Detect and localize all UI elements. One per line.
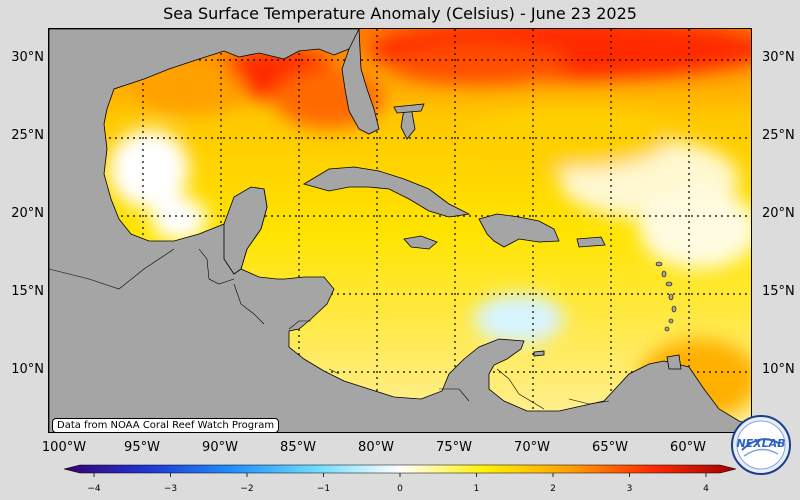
lon-label-95w: 95°W [124,440,160,455]
lat-label-10n-left: 10°N [11,362,44,377]
lat-label-25n-left: 25°N [11,128,44,143]
sst-anomaly-map [48,28,752,433]
aruba-curacao [533,350,545,357]
colorbar-tick-label: 4 [703,484,709,494]
land [49,29,751,432]
colorbar-tick-label: 3 [626,484,633,494]
lon-label-70w: 70°W [514,440,550,455]
florida-peninsula [341,29,380,135]
colorbar-tick-label: 1 [473,484,480,494]
data-credit: Data from NOAA Coral Reef Watch Program [52,418,280,433]
lat-label-10n-right: 10°N [762,362,795,377]
map-title: Sea Surface Temperature Anomaly (Celsius… [163,4,637,23]
cuba [302,166,471,218]
map-canvas [49,29,751,432]
puerto-rico [576,236,606,248]
colorbar-tick-label: −3 [163,484,178,494]
lon-label-80w: 80°W [358,440,394,455]
lesser-antilles [655,261,677,332]
lat-label-25n-right: 25°N [762,128,795,143]
colorbar-bar [63,464,737,474]
lon-label-65w: 65°W [592,440,628,455]
lon-label-60w: 60°W [670,440,706,455]
north-america-landmass [49,29,751,432]
lon-label-75w: 75°W [436,440,472,455]
lon-label-100w: 100°W [41,440,87,455]
colorbar-tick-label: 2 [550,484,556,494]
lat-label-20n-left: 20°N [11,206,44,221]
trinidad [666,354,682,370]
colorbar-tick-label: −1 [316,484,331,494]
hispaniola [478,213,560,248]
lat-label-15n-left: 15°N [11,284,44,299]
nexlab-logo: NEXLAB [731,415,791,475]
colorbar [63,464,737,477]
lat-label-30n-left: 30°N [11,50,44,65]
lon-label-85w: 85°W [280,440,316,455]
svg-text:NEXLAB: NEXLAB [736,437,785,450]
lon-label-90w: 90°W [202,440,238,455]
colorbar-tick-label: −4 [87,484,101,494]
lat-label-20n-right: 20°N [762,206,795,221]
grand-bahama [393,103,425,114]
colorbar-tick-label: −2 [240,484,254,494]
lat-label-30n-right: 30°N [762,50,795,65]
lat-label-15n-right: 15°N [762,284,795,299]
colorbar-tick-label: 0 [397,484,403,494]
country-borders [49,248,610,410]
yucatan-peninsula [223,186,268,275]
jamaica [403,235,438,250]
